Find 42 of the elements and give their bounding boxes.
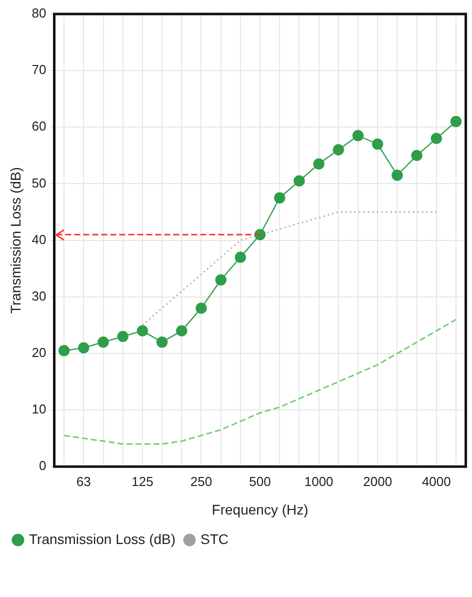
point [430, 132, 442, 144]
y-tick-label: 40 [32, 232, 46, 247]
point [392, 170, 403, 181]
point [352, 130, 364, 142]
point [254, 229, 266, 240]
point [450, 116, 462, 128]
point [215, 274, 226, 286]
y-tick-label: 20 [32, 345, 46, 360]
x-tick-label: 1000 [304, 474, 334, 489]
point [136, 325, 148, 336]
point [234, 252, 246, 263]
y-tick-label: 0 [39, 458, 46, 474]
point [332, 144, 344, 156]
x-tick-label: 63 [76, 474, 91, 489]
x-tick-label: 4000 [422, 474, 451, 489]
point [274, 192, 286, 204]
y-tick-label: 80 [32, 6, 46, 21]
x-tick-label: 2000 [363, 474, 392, 489]
point [58, 345, 70, 356]
legend-label: Transmission Loss (dB) [29, 530, 176, 547]
point [411, 150, 422, 162]
line-series [63, 318, 457, 445]
y-tick-label: 50 [32, 175, 46, 190]
point [156, 336, 168, 348]
point [294, 175, 305, 186]
y-tick-label: 60 [32, 118, 46, 134]
point [313, 158, 324, 170]
x-tick-label: 250 [190, 474, 212, 489]
point [98, 336, 109, 348]
y-tick-label: 70 [32, 62, 46, 78]
point [117, 330, 128, 342]
point [78, 342, 90, 354]
legend-label: STC [200, 530, 229, 547]
y-tick-label: 30 [32, 288, 46, 304]
x-tick-label: 125 [132, 474, 154, 489]
x-axis-title: Frequency (Hz) [212, 501, 308, 518]
x-tick-label: 500 [249, 474, 271, 489]
point [176, 325, 188, 336]
y-tick-label: 10 [32, 402, 46, 417]
point [372, 138, 384, 150]
y-axis-title: Transmission Loss (dB) [7, 167, 24, 314]
point [196, 302, 207, 314]
